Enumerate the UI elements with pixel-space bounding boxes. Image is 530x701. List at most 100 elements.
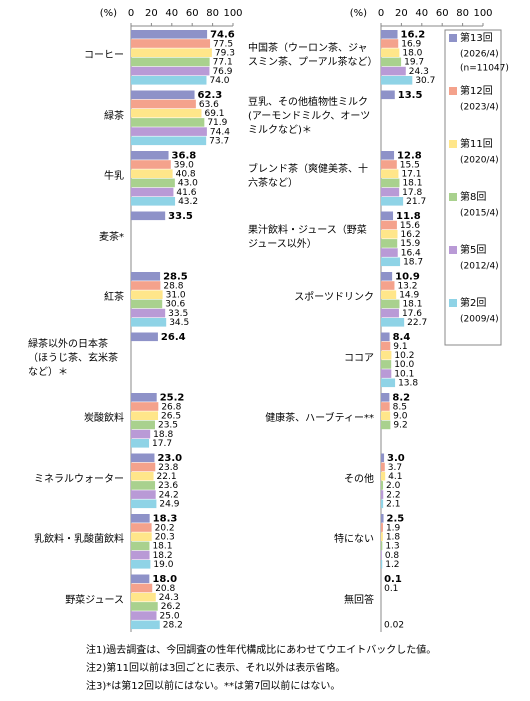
value-label: 33.5 <box>168 211 193 222</box>
category-text: 特にない <box>334 534 374 546</box>
category-text: 牛乳 <box>104 171 124 183</box>
bar <box>131 560 151 569</box>
bar <box>381 57 402 67</box>
value-label: 9.2 <box>393 421 407 431</box>
unit-label: (%) <box>100 8 117 19</box>
x-tick-label: 100 <box>473 8 492 19</box>
value-label: 0.02 <box>384 621 404 631</box>
value-label: 18.0 <box>152 574 177 585</box>
legend-name: 第8回 <box>460 190 486 203</box>
bar <box>131 211 166 221</box>
value-label: 39.0 <box>174 160 194 170</box>
bar <box>131 499 157 509</box>
value-label: 2.1 <box>386 500 400 510</box>
bar <box>131 66 210 76</box>
value-label: 73.7 <box>209 137 229 147</box>
category-label: 中国茶（ウーロン茶、ジャスミン茶、プーアル茶など） <box>248 26 378 87</box>
bar <box>131 541 150 551</box>
category-text: ココア <box>344 352 374 364</box>
value-label: 76.9 <box>212 67 232 77</box>
value-label: 77.5 <box>213 39 233 49</box>
bar <box>381 290 397 299</box>
bar <box>131 108 202 118</box>
value-label: 18.1 <box>152 542 172 552</box>
category-label: 炭酸飲料 <box>28 389 124 450</box>
bar <box>131 169 173 178</box>
value-label: 2.5 <box>387 514 405 525</box>
unit-label: (%) <box>350 8 367 19</box>
bar <box>381 30 398 39</box>
x-tick-label: 20 <box>395 8 408 19</box>
legend-period: (2026/4) <box>460 50 499 60</box>
category-text: その他 <box>344 473 374 485</box>
bar <box>131 462 156 472</box>
bar <box>131 118 205 127</box>
value-label: 36.8 <box>172 151 197 162</box>
x-tick-label: 0 <box>378 8 384 19</box>
bar <box>131 490 156 499</box>
value-label: 26.8 <box>161 402 181 412</box>
value-label: 16.2 <box>401 230 421 240</box>
value-label: 79.3 <box>215 49 235 59</box>
value-label: 15.9 <box>400 239 420 249</box>
category-label: コーヒー <box>28 26 124 87</box>
bar <box>381 257 401 267</box>
legend-period: (2020/4) <box>460 156 499 166</box>
bar <box>381 541 383 551</box>
category-label: ブレンド茶（爽健美茶、十六茶など） <box>248 147 374 208</box>
legend-box <box>444 29 502 346</box>
bar <box>381 248 398 257</box>
bar <box>131 127 207 136</box>
bar <box>131 602 158 611</box>
category-label: ココア <box>248 329 374 390</box>
value-label: 8.4 <box>393 332 411 343</box>
legend-sample: (n=11047) <box>460 64 509 74</box>
value-label: 19.0 <box>153 560 173 570</box>
value-label: 4.1 <box>388 472 402 482</box>
legend-period: (2023/4) <box>460 103 499 113</box>
bar <box>381 420 391 430</box>
bar <box>381 514 384 523</box>
legend-name: 第5回 <box>460 243 486 256</box>
value-label: 3.0 <box>387 453 405 464</box>
value-label: 15.6 <box>400 221 420 231</box>
bar <box>131 550 150 560</box>
value-label: 10.2 <box>394 351 414 361</box>
value-label: 69.1 <box>204 109 224 119</box>
value-label: 22.7 <box>407 318 427 328</box>
category-label: その他 <box>248 450 374 511</box>
value-label: 18.8 <box>153 430 173 440</box>
value-label: 0.8 <box>385 551 400 561</box>
value-label: 0.1 <box>384 574 402 585</box>
bar <box>131 272 161 281</box>
bar <box>131 332 158 342</box>
value-label: 19.7 <box>404 58 424 68</box>
category-text: コーヒー <box>84 50 124 62</box>
bar <box>131 439 150 448</box>
value-label: 21.7 <box>406 197 426 207</box>
bar <box>131 453 155 463</box>
category-label: ミネラルウォーター <box>28 450 124 511</box>
note: 注1)過去調査は、今回調査の性年代構成比にあわせてウエイトバックした値。 <box>86 643 436 656</box>
value-label: 20.2 <box>155 523 175 533</box>
category-text: 炭酸飲料 <box>84 413 124 425</box>
value-label: 23.8 <box>158 463 178 473</box>
value-label: 30.7 <box>415 76 435 86</box>
x-tick-label: 80 <box>206 8 219 19</box>
value-label: 62.3 <box>198 90 223 101</box>
x-tick-label: 60 <box>186 8 199 19</box>
value-label: 0.1 <box>384 584 398 594</box>
bar <box>381 281 395 290</box>
bar <box>381 90 395 100</box>
category-text: 豆乳、その他植物性ミルク(アーモンドミルク、オーツミルクなど)＊ <box>248 96 371 136</box>
value-label: 43.2 <box>178 197 198 207</box>
legend-swatch <box>449 299 457 307</box>
category-label: 麦茶* <box>28 208 124 269</box>
value-label: 28.5 <box>163 272 188 283</box>
bar <box>131 471 154 481</box>
category-text: 中国茶（ウーロン茶、ジャスミン茶、プーアル茶など） <box>248 43 378 69</box>
value-label: 18.7 <box>403 258 423 268</box>
bar <box>131 48 212 57</box>
value-label: 63.6 <box>199 100 219 110</box>
